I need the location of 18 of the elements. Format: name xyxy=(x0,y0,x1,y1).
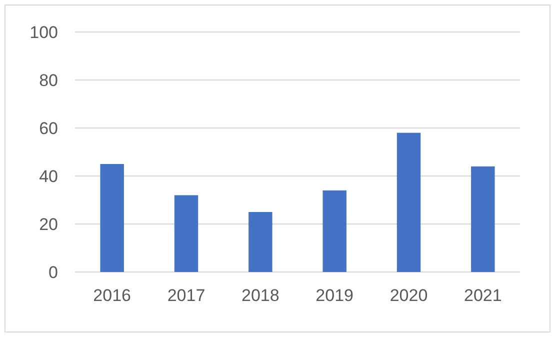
x-tick-label: 2018 xyxy=(242,286,280,305)
x-tick-label: 2021 xyxy=(464,286,502,305)
x-tick-label: 2019 xyxy=(316,286,354,305)
y-tick-label: 0 xyxy=(48,262,58,282)
x-tick-label: 2020 xyxy=(390,286,428,305)
y-tick-label: 60 xyxy=(39,118,58,138)
y-tick-label: 100 xyxy=(30,22,58,42)
bar xyxy=(396,132,421,272)
bar xyxy=(248,212,272,272)
bar xyxy=(174,195,198,272)
bar xyxy=(322,190,346,272)
bar xyxy=(100,164,124,272)
x-tick-label: 2017 xyxy=(167,286,206,305)
y-tick-label: 80 xyxy=(39,70,58,90)
bar xyxy=(471,166,495,272)
x-tick-label: 2016 xyxy=(93,286,131,305)
y-tick-label: 40 xyxy=(39,166,58,186)
y-tick-label: 20 xyxy=(39,214,58,234)
